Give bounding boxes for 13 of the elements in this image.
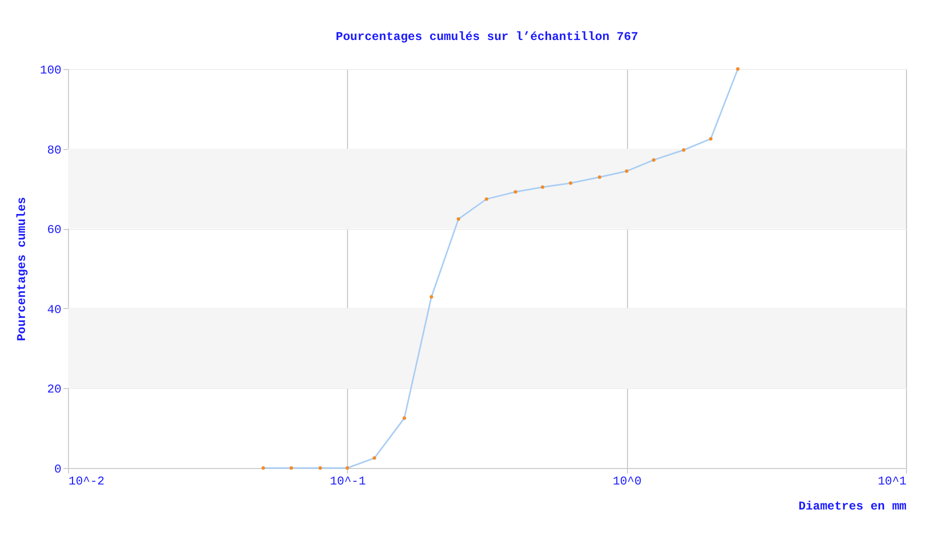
x-tick-label: 10^-2 (68, 474, 105, 488)
x-tick-label: 10^0 (612, 474, 642, 488)
y-tick-label: 0 (54, 462, 62, 476)
x-axis-title: Diametres en mm (798, 500, 906, 514)
x-tick-label: 10^-1 (330, 474, 366, 488)
y-tick-label: 60 (47, 223, 62, 238)
x-tick-label: 10^1 (878, 474, 906, 488)
y-tick-label: 40 (47, 302, 62, 317)
y-tick-label: 20 (47, 382, 62, 397)
chart-title: Pourcentages cumulés sur l’échantillon 767 (336, 30, 638, 44)
y-tick-label: 100 (40, 64, 62, 78)
y-axis-title: Pourcentages cumules (14, 196, 29, 342)
y-tick-label: 80 (47, 143, 62, 158)
